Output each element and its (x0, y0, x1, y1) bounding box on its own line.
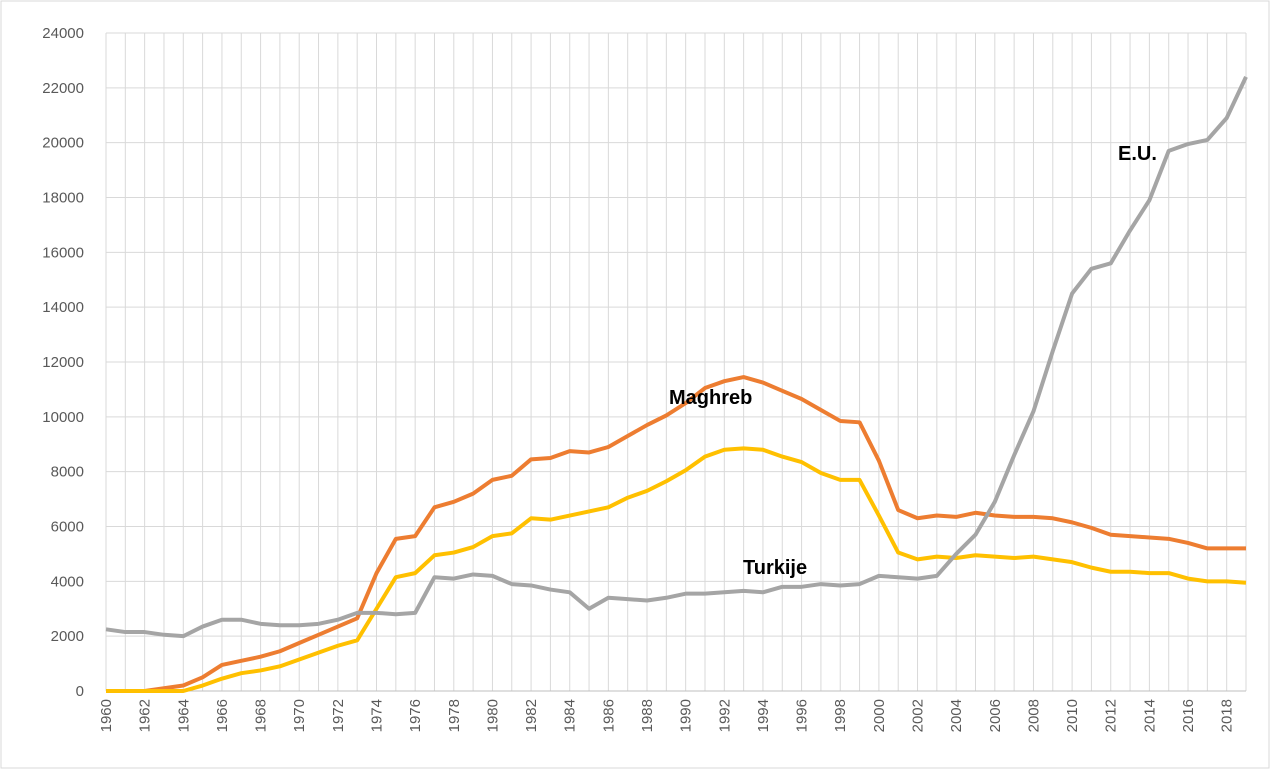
x-tick-label: 1980 (484, 699, 501, 732)
y-tick-label: 2000 (51, 628, 84, 645)
x-tick-label: 2002 (910, 699, 927, 732)
x-tick-label: 2004 (948, 699, 965, 732)
x-tick-label: 2010 (1064, 699, 1081, 732)
x-tick-label: 1990 (678, 699, 695, 732)
x-tick-label: 1994 (755, 699, 772, 732)
y-tick-label: 16000 (42, 244, 84, 261)
x-tick-label: 1972 (330, 699, 347, 732)
x-tick-label: 1998 (832, 699, 849, 732)
line-series (106, 375, 1246, 693)
x-tick-label: 2006 (987, 699, 1004, 732)
x-tick-label: 1984 (562, 699, 579, 732)
x-tick-label: 2018 (1219, 699, 1236, 732)
x-tick-label: 2008 (1025, 699, 1042, 732)
x-tick-label: 2014 (1141, 699, 1158, 732)
x-tick-label: 2000 (871, 699, 888, 732)
x-tick-label: 1996 (794, 699, 811, 732)
y-tick-label: 6000 (51, 519, 84, 536)
x-tick-label: 1978 (446, 699, 463, 732)
x-tick-label: 2016 (1180, 699, 1197, 732)
y-tick-label: 14000 (42, 299, 84, 316)
x-tick-label: 1974 (369, 699, 386, 732)
y-tick-label: 20000 (42, 135, 84, 152)
x-tick-label: 1968 (253, 699, 270, 732)
x-tick-label: 1976 (407, 699, 424, 732)
x-tick-label: 1982 (523, 699, 540, 732)
x-tick-label: 1988 (639, 699, 656, 732)
x-tick-label: 1964 (175, 699, 192, 732)
x-tick-label: 1960 (98, 699, 115, 732)
x-tick-label: 1962 (137, 699, 154, 732)
x-tick-label: 1986 (600, 699, 617, 732)
annotation: Turkije (743, 557, 807, 579)
x-tick-label: 1970 (291, 699, 308, 732)
y-tick-label: 10000 (42, 409, 84, 426)
annotation: E.U. (1118, 143, 1157, 165)
x-tick-label: 1992 (716, 699, 733, 732)
annotation: Maghreb (669, 387, 752, 409)
y-tick-label: 4000 (51, 573, 84, 590)
y-tick-label: 8000 (51, 464, 84, 481)
y-tick-label: 0 (76, 683, 84, 700)
y-tick-label: 22000 (42, 80, 84, 97)
line-series (106, 446, 1247, 693)
y-tick-label: 12000 (42, 354, 84, 371)
y-tick-label: 24000 (42, 25, 84, 42)
y-tick-label: 18000 (42, 190, 84, 207)
x-tick-label: 2012 (1103, 699, 1120, 732)
x-tick-label: 1966 (214, 699, 231, 732)
line-series (105, 76, 1248, 639)
